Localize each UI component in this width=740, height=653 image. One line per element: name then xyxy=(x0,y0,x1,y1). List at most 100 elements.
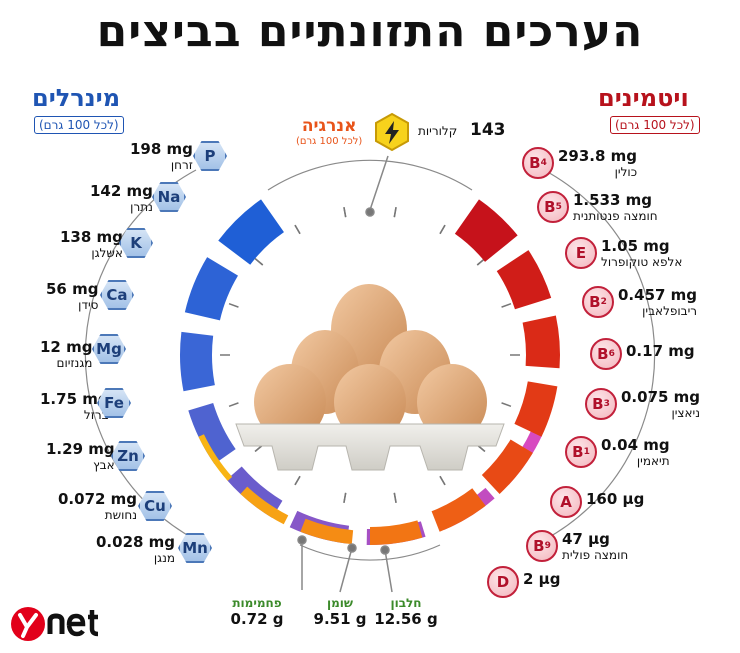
energy-unit: קלוריות xyxy=(418,124,458,138)
energy-heading: אנרגיה xyxy=(301,116,357,136)
mineral-bar xyxy=(179,331,215,392)
mineral-symbol-badge: P xyxy=(193,141,227,171)
vitamin-symbol-badge: A xyxy=(550,486,582,518)
vitamin-symbol: B xyxy=(592,395,604,413)
gauge-tick xyxy=(343,207,347,218)
vitamin-bar xyxy=(431,488,486,532)
vitamin-subscript: 9 xyxy=(544,541,551,551)
mineral-name: נחושת xyxy=(104,508,138,522)
vitamin-subscript: 2 xyxy=(600,297,607,307)
vitamin-name: ריבופלאבין xyxy=(642,304,698,318)
energy-value: 143 xyxy=(470,120,506,140)
energy-pointer xyxy=(365,155,389,217)
vitamin-symbol-badge: D xyxy=(487,566,519,598)
vitamin-value: 1.533 mg xyxy=(573,191,653,209)
mineral-value: 0.072 mg xyxy=(58,490,138,508)
vitamin-value: 47 µg xyxy=(562,530,610,548)
ynet-logo-graphic xyxy=(11,607,99,641)
mineral-value: 198 mg xyxy=(130,140,193,158)
vitamin-row: 1.05 mg אלפא טוקופרול xyxy=(601,237,682,269)
vitamin-name: תיאמין xyxy=(636,454,670,468)
vitamin-symbol: D xyxy=(496,573,510,591)
mineral-name: סידן xyxy=(78,298,99,312)
mineral-value: 138 mg xyxy=(60,228,123,246)
vitamin-symbol: B xyxy=(529,154,541,172)
vitamin-bar xyxy=(300,518,354,545)
gauge-tick xyxy=(393,207,397,218)
vitamin-value: 160 µg xyxy=(586,490,645,508)
vitamin-bars xyxy=(198,199,560,545)
vitamin-row: 0.17 mg xyxy=(626,342,695,360)
mineral-row: 56 mg סידן xyxy=(46,280,98,312)
vitamin-row: 293.8 mg כולין xyxy=(558,147,637,179)
vitamin-name: ניאצין xyxy=(671,406,701,420)
vitamin-symbol-badge: E xyxy=(565,237,597,269)
mineral-row: 0.072 mg נחושת xyxy=(58,490,137,522)
vitamin-value: 0.04 mg xyxy=(601,436,670,454)
gauge-ticks xyxy=(220,207,520,503)
mineral-row: 0.028 mg מנגן xyxy=(96,533,175,565)
vitamin-bar xyxy=(481,439,533,494)
vitamin-bar xyxy=(514,381,558,437)
mineral-row: 1.75 mg ברזל xyxy=(40,390,109,422)
gauge-tick xyxy=(501,402,512,408)
mineral-value: 56 mg xyxy=(46,280,99,298)
mineral-name: מנגן xyxy=(153,551,176,565)
vitamins-subheading: (לכל 100 גרם) xyxy=(610,116,700,134)
vitamin-row: 47 µg חומצה פולית xyxy=(562,530,628,562)
mineral-name: אבץ xyxy=(93,458,115,472)
mineral-bar xyxy=(188,402,236,464)
egg-illustration xyxy=(235,284,505,471)
mineral-symbol-badge: Na xyxy=(152,182,186,212)
mineral-row: 142 mg נתרן xyxy=(90,182,153,214)
ynet-logo xyxy=(10,604,110,648)
mineral-row: 138 mg אשלגן xyxy=(60,228,123,260)
vitamin-row: 2 µg xyxy=(523,570,560,588)
vitamin-row: 160 µg xyxy=(586,490,644,508)
gauge-tick xyxy=(294,224,301,235)
vitamin-row: 0.457 mg ריבופלאבין xyxy=(618,286,697,318)
vitamin-value: 293.8 mg xyxy=(558,147,638,165)
macro-name: פחמימות xyxy=(232,596,282,610)
vitamin-bar xyxy=(522,315,560,369)
vitamin-bar xyxy=(198,434,233,481)
mineral-bar xyxy=(184,257,238,321)
gauge-tick xyxy=(439,475,446,486)
vitamin-subscript: 5 xyxy=(555,202,562,212)
gauge-tick xyxy=(501,302,512,308)
vitamin-name: אלפא טוקופרול xyxy=(601,255,683,269)
mineral-row: 1.29 mg אבץ xyxy=(46,440,115,472)
macro-value: 9.51 g xyxy=(313,610,367,628)
vitamin-value: 0.17 mg xyxy=(626,342,695,360)
mineral-name: זרחן xyxy=(170,158,193,172)
vitamin-value: 2 µg xyxy=(523,570,561,588)
vitamin-symbol: A xyxy=(560,493,572,511)
lightning-icon xyxy=(372,112,412,152)
mineral-symbol-badge: Mn xyxy=(178,533,212,563)
mineral-value: 142 mg xyxy=(90,182,153,200)
macro-protein: חלבון 12.56 g xyxy=(366,596,446,628)
vitamin-name: כולין xyxy=(614,165,638,179)
page-title: הערכים התזונתיים בביצים xyxy=(96,6,644,57)
gauge-tick xyxy=(343,492,347,503)
mineral-name: ברזל xyxy=(83,408,109,422)
macro-name: שומן xyxy=(326,596,354,610)
gauge-tick xyxy=(228,402,239,408)
macro-name: חלבון xyxy=(390,596,422,610)
vitamin-name: חומצה פולית xyxy=(562,548,629,562)
vitamin-bar xyxy=(496,250,552,310)
vitamin-subscript: 6 xyxy=(608,349,615,359)
gauge-tick xyxy=(254,258,264,266)
vitamin-name: חומצה פנטותנית xyxy=(573,209,658,223)
mineral-value: 1.75 mg xyxy=(40,390,109,408)
vitamin-row: 0.04 mg תיאמין xyxy=(601,436,670,468)
vitamin-value: 1.05 mg xyxy=(601,237,670,255)
gauge-tick xyxy=(393,492,397,503)
mineral-bar xyxy=(218,199,284,265)
vitamin-row: 0.075 mg ניאצין xyxy=(621,388,700,420)
